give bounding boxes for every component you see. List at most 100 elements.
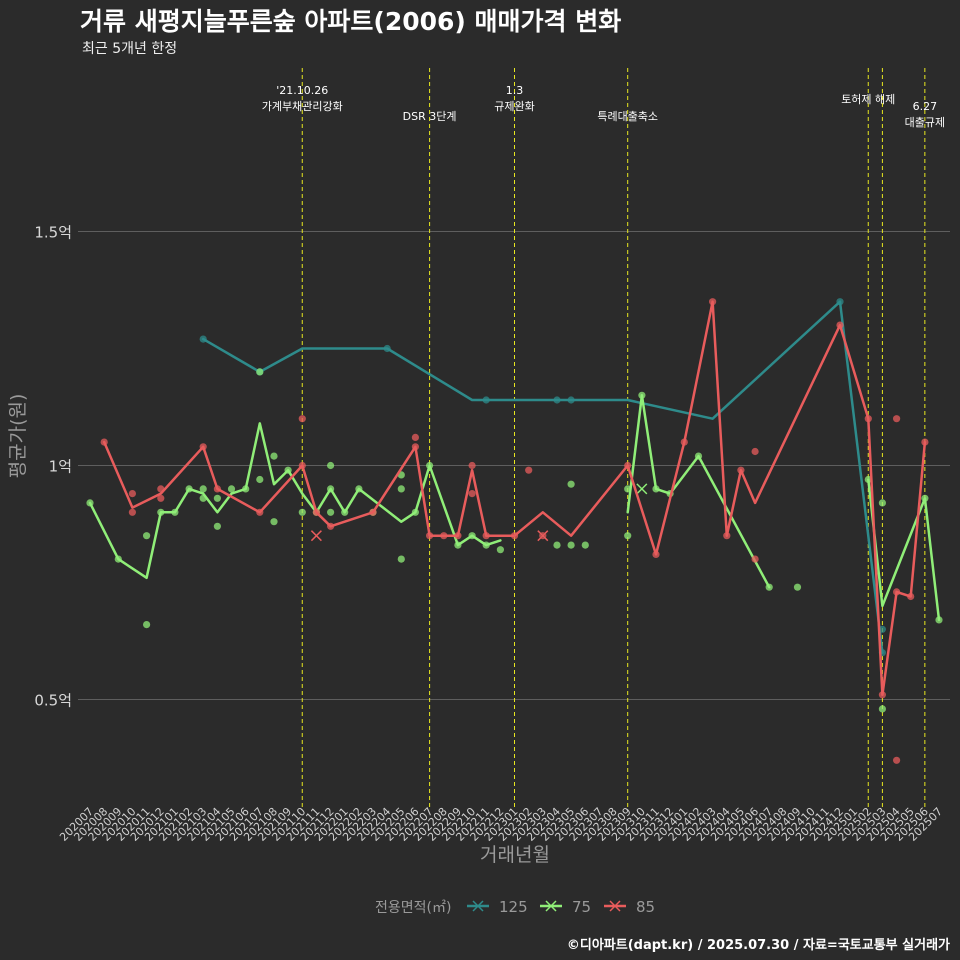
- event-label: '21.10.26: [276, 84, 328, 97]
- series-85-point: [199, 443, 207, 451]
- series-75-line: [88, 422, 502, 580]
- series-75-point: [256, 475, 264, 484]
- series-85-point: [510, 532, 519, 540]
- series-75-point: [496, 546, 504, 554]
- event-label: 가계부채관리강화: [262, 100, 343, 113]
- y-tick-label: 0.5억: [34, 692, 72, 710]
- series-75-point: [765, 583, 773, 591]
- chart-title: 거류 새평지늘푸른숲 아파트(2006) 매매가격 변화: [80, 7, 622, 36]
- legend-label: 85: [636, 898, 655, 916]
- chart-subtitle: 최근 5개년 한정: [82, 41, 178, 57]
- legend-key-cross: [609, 900, 621, 912]
- series-75-point: [143, 532, 151, 540]
- series-75-point: [878, 705, 887, 713]
- event-label: 특례대출축소: [597, 110, 658, 123]
- cross-stroke: [636, 483, 648, 495]
- series-85-point: [723, 532, 731, 540]
- series-75-point: [878, 499, 887, 507]
- series-75-point: [468, 532, 476, 540]
- series-85-cross-mark: [310, 530, 322, 542]
- series-75-point: [694, 452, 703, 460]
- series-85-point: [680, 438, 688, 446]
- cross-stroke: [472, 900, 484, 912]
- series-85-point: [298, 461, 306, 470]
- series-85-point: [921, 438, 929, 446]
- series-75-point: [411, 508, 419, 516]
- legend-label: 75: [572, 898, 591, 916]
- series-85-point: [468, 461, 476, 470]
- series-85-point: [893, 756, 901, 764]
- series-75-point: [227, 485, 236, 493]
- series-75-point: [270, 518, 278, 526]
- series-85-point: [907, 592, 915, 601]
- event-label: 대출규제: [905, 116, 945, 129]
- event-label: DSR 3단계: [403, 110, 457, 123]
- series-85-point: [624, 461, 632, 470]
- source-caption: ©디아파트(dapt.kr) / 2025.07.30 / 자료=국토교통부 실…: [566, 938, 950, 953]
- series-125-point: [878, 625, 887, 633]
- series-75-point: [581, 541, 589, 549]
- series-75-point: [567, 480, 575, 488]
- series-75-point: [171, 508, 179, 516]
- series-85-point: [128, 508, 136, 516]
- series-75-line: [867, 478, 941, 622]
- axis-layer: 0.5억1억1.5억202007202008202009202010202011…: [34, 224, 945, 844]
- legend-label: 125: [499, 898, 528, 916]
- series-75-point: [213, 522, 221, 530]
- series-75-point: [114, 555, 122, 563]
- series-125-point: [567, 396, 575, 404]
- series-85-point: [128, 490, 136, 498]
- series-75-point: [327, 461, 335, 470]
- series-75-point: [454, 541, 462, 549]
- series-85-point: [312, 508, 320, 516]
- series-layer: [86, 298, 943, 764]
- series-75-point: [567, 541, 575, 549]
- series-85-point: [256, 508, 264, 516]
- series-75-point: [624, 485, 632, 493]
- series-75-point: [638, 391, 646, 399]
- series-125-point: [836, 298, 844, 306]
- series-75-point: [256, 368, 264, 376]
- series-85-point: [157, 485, 165, 493]
- series-85-point: [100, 438, 108, 446]
- y-tick-label: 1억: [49, 458, 72, 476]
- series-85-point: [411, 443, 419, 451]
- series-75-point: [242, 485, 250, 493]
- series-85-point: [454, 532, 462, 540]
- series-85-cross-mark: [537, 530, 549, 542]
- series-75-point: [327, 485, 335, 493]
- series-85-point: [426, 532, 434, 540]
- series-85-point: [440, 532, 448, 540]
- event-label: 토허제 해제: [841, 92, 895, 106]
- series-125-point: [199, 335, 207, 343]
- event-label: 1.3: [506, 84, 524, 97]
- series-85-point: [864, 415, 872, 423]
- series-75-point: [327, 508, 335, 516]
- series-85-point: [751, 555, 759, 563]
- series-85-point: [652, 550, 660, 559]
- series-75-point: [624, 532, 632, 540]
- series-85-point: [878, 691, 887, 699]
- series-75-point: [213, 494, 221, 502]
- series-75-point: [482, 541, 490, 549]
- series-85-point: [751, 447, 759, 456]
- series-125-point: [553, 396, 561, 404]
- series-85-point: [468, 490, 476, 498]
- legend-key-cross: [545, 900, 557, 912]
- series-85-point: [836, 321, 844, 329]
- series-85-point: [893, 588, 901, 596]
- series-75-cross-mark: [636, 483, 648, 495]
- cross-stroke: [609, 900, 621, 912]
- series-75-point: [355, 485, 363, 493]
- legend: 전용면적(㎡) 125 75 85: [375, 898, 655, 916]
- series-75-point: [341, 508, 349, 516]
- legend-title: 전용면적(㎡): [375, 900, 451, 916]
- series-75-point: [298, 508, 306, 516]
- series-85-point: [525, 466, 533, 474]
- series-75-point: [426, 461, 434, 470]
- series-75-point: [185, 485, 193, 493]
- series-85-point: [213, 485, 221, 493]
- series-85-point: [893, 415, 901, 423]
- event-label: 규제완화: [494, 100, 534, 113]
